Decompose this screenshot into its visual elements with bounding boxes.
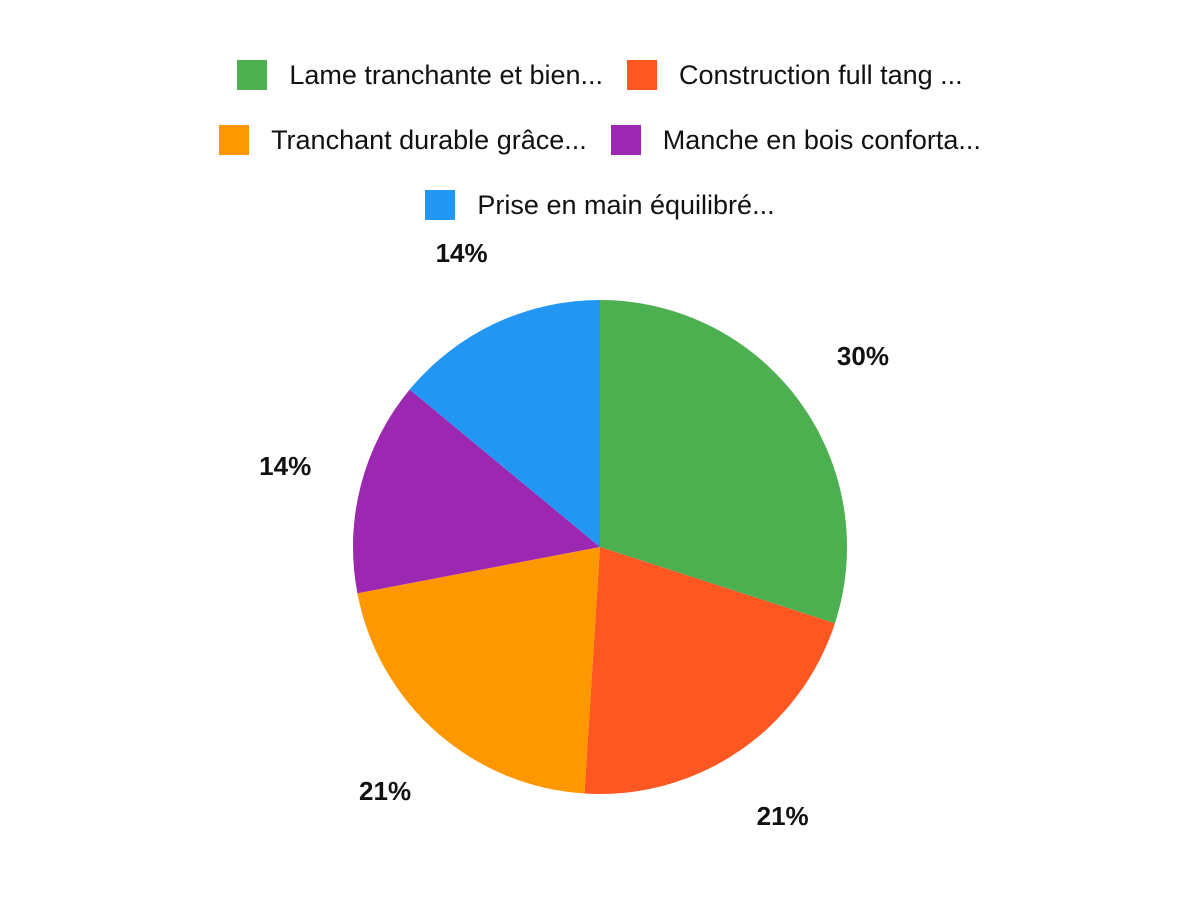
legend-label: Construction full tang ... [679, 59, 963, 90]
slice-label: 21% [757, 801, 809, 831]
pie-slice[interactable] [600, 300, 847, 624]
legend-item[interactable]: Construction full tang ... [627, 52, 963, 98]
legend-label: Manche en bois conforta... [662, 124, 981, 155]
legend-row: Lame tranchante et bien... Construction … [0, 52, 1200, 117]
legend-item[interactable]: Tranchant durable grâce... [219, 117, 587, 163]
pie-slice[interactable] [357, 547, 600, 794]
slice-label: 14% [259, 451, 311, 481]
legend-swatch [219, 125, 250, 155]
legend-swatch [627, 60, 658, 90]
pie-slice[interactable] [584, 547, 835, 794]
legend-item[interactable]: Lame tranchante et bien... [237, 52, 603, 98]
legend-item[interactable]: Prise en main équilibré... [425, 182, 775, 228]
legend-label: Tranchant durable grâce... [271, 124, 587, 155]
slice-label: 14% [436, 238, 488, 268]
legend-item[interactable]: Manche en bois conforta... [610, 117, 981, 163]
pie-slice[interactable] [409, 300, 600, 547]
pie-slice[interactable] [353, 389, 600, 594]
legend-row: Prise en main équilibré... [0, 182, 1200, 247]
legend-row: Tranchant durable grâce... Manche en boi… [0, 117, 1200, 182]
legend-swatch [425, 190, 456, 220]
slice-label: 21% [359, 776, 411, 806]
legend-swatch [237, 60, 268, 90]
legend-label: Prise en main équilibré... [477, 189, 775, 220]
slice-label: 30% [837, 341, 889, 371]
legend-label: Lame tranchante et bien... [289, 59, 604, 90]
legend-swatch [610, 125, 641, 155]
chart-legend: Lame tranchante et bien... Construction … [0, 52, 1200, 247]
